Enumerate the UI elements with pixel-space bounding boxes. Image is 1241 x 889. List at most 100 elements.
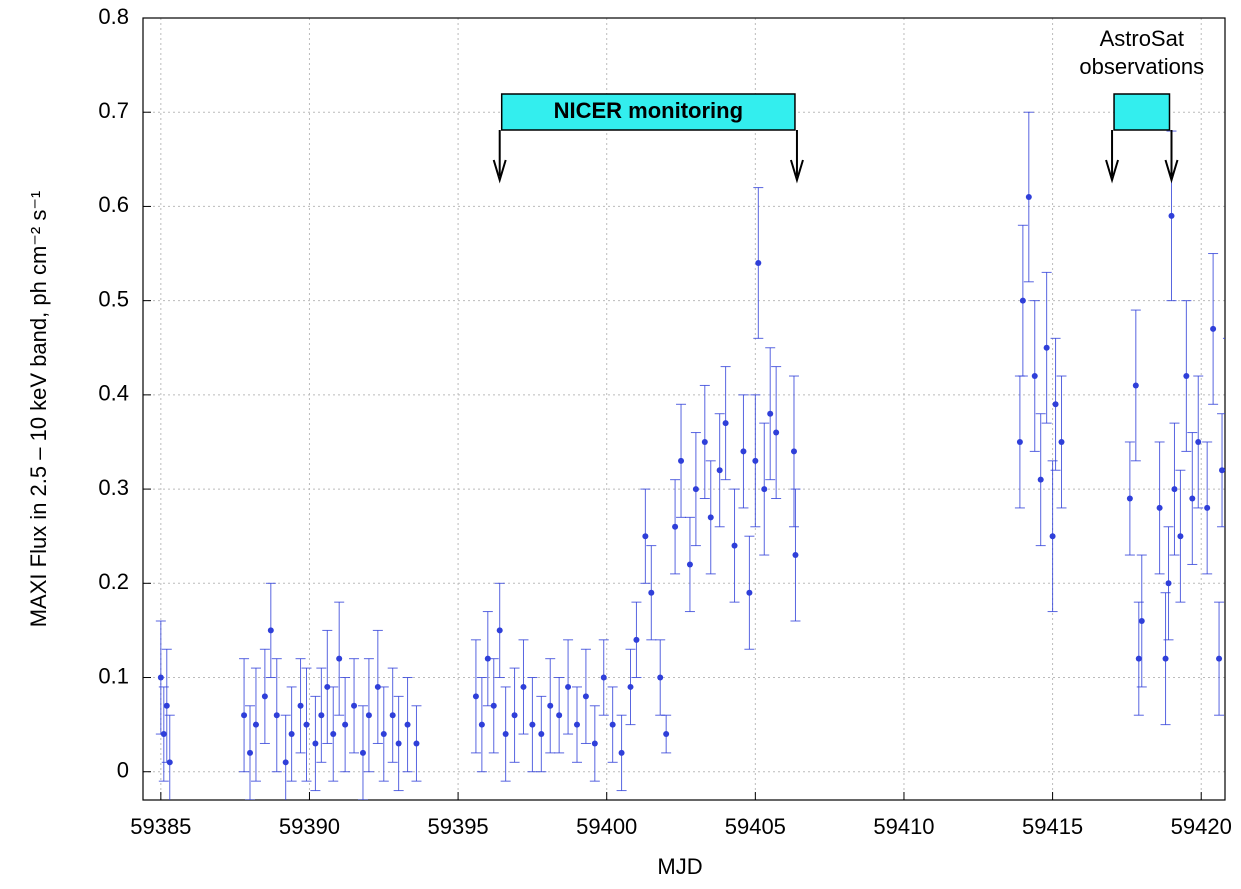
data-point xyxy=(1031,373,1038,380)
data-point xyxy=(746,589,753,596)
y-tick-label: 0.8 xyxy=(98,4,129,29)
data-point xyxy=(600,674,607,681)
data-point xyxy=(1037,476,1044,483)
x-tick-label: 59385 xyxy=(130,814,191,839)
data-point xyxy=(261,693,268,700)
data-point xyxy=(273,712,280,719)
data-point xyxy=(582,693,589,700)
data-point xyxy=(297,702,304,709)
data-point xyxy=(657,674,664,681)
data-point xyxy=(404,721,411,728)
data-point xyxy=(359,749,366,756)
data-point xyxy=(1016,438,1023,445)
data-point xyxy=(529,721,536,728)
data-point xyxy=(511,712,518,719)
data-point xyxy=(303,721,310,728)
data-point xyxy=(707,514,714,521)
data-point xyxy=(478,721,485,728)
data-point xyxy=(663,731,670,738)
data-point xyxy=(686,561,693,568)
data-point xyxy=(252,721,259,728)
data-point xyxy=(389,712,396,719)
annotation-box xyxy=(1113,93,1171,131)
x-tick-label: 59400 xyxy=(576,814,637,839)
data-point xyxy=(490,702,497,709)
data-point xyxy=(1210,325,1217,332)
data-point xyxy=(312,740,319,747)
data-point xyxy=(1052,401,1059,408)
plot-frame xyxy=(142,17,1226,801)
y-tick-label: 0.5 xyxy=(98,286,129,311)
data-point xyxy=(556,712,563,719)
data-point xyxy=(1183,373,1190,380)
data-point xyxy=(1168,212,1175,219)
data-point xyxy=(1058,438,1065,445)
data-point xyxy=(267,627,274,634)
data-point xyxy=(1165,580,1172,587)
data-point xyxy=(166,759,173,766)
data-point xyxy=(330,731,337,738)
data-point xyxy=(1219,467,1225,474)
data-point xyxy=(160,731,167,738)
data-point xyxy=(1043,344,1050,351)
data-point xyxy=(1162,655,1169,662)
x-tick-label: 59390 xyxy=(279,814,340,839)
data-point xyxy=(395,740,402,747)
data-point xyxy=(731,542,738,549)
data-layer xyxy=(155,111,1225,800)
data-point xyxy=(678,457,685,464)
data-point xyxy=(496,627,503,634)
data-point xyxy=(288,731,295,738)
data-point xyxy=(648,589,655,596)
data-point xyxy=(342,721,349,728)
data-point xyxy=(1025,194,1032,201)
annotation-text: AstroSat xyxy=(1100,26,1184,51)
data-point xyxy=(1195,438,1202,445)
data-point xyxy=(241,712,248,719)
data-point xyxy=(472,693,479,700)
data-point xyxy=(365,712,372,719)
data-point xyxy=(547,702,554,709)
x-tick-label: 59405 xyxy=(725,814,786,839)
data-point xyxy=(282,759,289,766)
data-point xyxy=(701,438,708,445)
data-point xyxy=(318,712,325,719)
data-point xyxy=(1126,495,1133,502)
y-tick-label: 0 xyxy=(117,758,129,783)
data-point xyxy=(790,448,797,455)
y-tick-label: 0.1 xyxy=(98,663,129,688)
data-point xyxy=(565,683,572,690)
data-point xyxy=(740,448,747,455)
data-point xyxy=(755,259,762,266)
annotation-box xyxy=(500,93,796,131)
data-point xyxy=(1177,533,1184,540)
data-point xyxy=(672,523,679,530)
data-point xyxy=(484,655,491,662)
data-point xyxy=(1138,617,1145,624)
x-tick-label: 59415 xyxy=(1022,814,1083,839)
data-point xyxy=(163,702,170,709)
data-point xyxy=(609,721,616,728)
data-point xyxy=(380,731,387,738)
annotation-arrowhead xyxy=(1164,159,1179,184)
data-point xyxy=(573,721,580,728)
data-point xyxy=(1132,382,1139,389)
data-point xyxy=(633,636,640,643)
data-point xyxy=(1049,533,1056,540)
data-point xyxy=(1204,504,1211,511)
x-tick-label: 59395 xyxy=(427,814,488,839)
data-point xyxy=(1189,495,1196,502)
y-axis-label: MAXI Flux in 2.5 – 10 keV band, ph cm⁻² … xyxy=(26,191,51,628)
y-tick-label: 0.6 xyxy=(98,192,129,217)
data-point xyxy=(1224,403,1225,405)
data-point xyxy=(1135,655,1142,662)
data-point xyxy=(761,486,768,493)
annotation-text: observations xyxy=(1079,54,1204,79)
data-point xyxy=(627,683,634,690)
data-point xyxy=(773,429,780,436)
data-point xyxy=(351,702,358,709)
data-point xyxy=(413,740,420,747)
x-axis-label: MJD xyxy=(657,854,702,879)
data-point xyxy=(157,674,164,681)
